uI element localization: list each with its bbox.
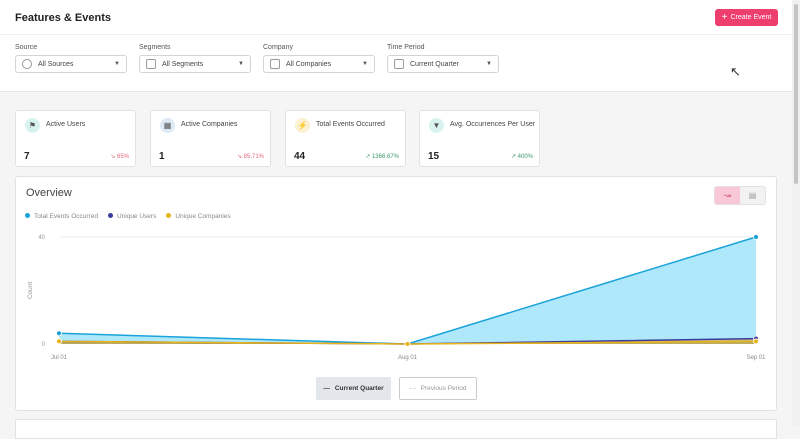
- legend-dot-icon: [166, 213, 172, 218]
- filter-icon: ▼: [429, 118, 444, 133]
- mouse-cursor-icon: ↖: [730, 64, 741, 79]
- y-axis-label: Count: [27, 282, 34, 300]
- filter-value: All Segments: [162, 60, 204, 68]
- legend-item[interactable]: Unique Users: [107, 213, 156, 220]
- filter-source: Source All Sources ▼: [15, 44, 127, 73]
- overview-title: Overview: [26, 187, 72, 199]
- filter-select[interactable]: All Companies ▼: [263, 55, 375, 73]
- series-area: [59, 237, 756, 344]
- filter-company: Company All Companies ▼: [263, 44, 375, 73]
- data-point: [56, 338, 62, 345]
- stat-trend: ↗ 400%: [510, 154, 533, 160]
- stat-value: 1: [159, 151, 165, 162]
- chart-legend: Total Events Occurred Unique Users Unique …: [25, 213, 231, 220]
- chevron-down-icon: ▼: [114, 61, 120, 67]
- overview-chart: 0 40 Count Jul 01 Aug 01 Sep 01: [27, 234, 766, 361]
- stat-card: ⚡ Total Events Occurred 44 ↗ 1366.67%: [285, 110, 406, 167]
- current-quarter-button[interactable]: — Current Quarter: [316, 377, 391, 400]
- calendar-icon: [394, 59, 404, 69]
- legend-item[interactable]: Total Events Occurred: [25, 213, 98, 220]
- filter-label: Time Period: [387, 44, 425, 51]
- page-title: Features & Events: [15, 12, 111, 24]
- data-point: [404, 341, 411, 347]
- x-tick-label: Aug 01: [398, 355, 418, 361]
- filter-select[interactable]: Current Quarter ▼: [387, 55, 499, 73]
- stat-trend: ↗ 1366.67%: [365, 154, 399, 160]
- solid-line-icon: —: [323, 385, 330, 392]
- filter-value: All Sources: [38, 60, 74, 68]
- stat-card: ▼ Avg. Occurrences Per User 15 ↗ 400%: [419, 110, 540, 167]
- data-point: [753, 234, 759, 240]
- data-point: [56, 330, 62, 337]
- bolt-icon: ⚡: [295, 118, 310, 133]
- page-header: Features & Events + Create Event Source A…: [0, 0, 792, 92]
- filter-value: All Companies: [286, 60, 332, 68]
- data-point: [753, 338, 759, 345]
- filter-label: Company: [263, 44, 293, 51]
- users-icon: ⚑: [25, 118, 40, 133]
- trend-up-icon: ↗: [510, 154, 516, 160]
- chevron-down-icon: ▼: [238, 61, 244, 67]
- filter-label: Segments: [139, 44, 171, 51]
- dashed-line-icon: - -: [409, 385, 416, 392]
- building-icon: ▦: [160, 118, 175, 133]
- filter-segments: Segments All Segments ▼: [139, 44, 251, 73]
- y-tick-label: 40: [38, 235, 45, 241]
- users-icon: [146, 59, 156, 69]
- building-icon: [270, 59, 280, 69]
- next-panel: [15, 419, 777, 439]
- x-tick-label: Sep 01: [746, 355, 766, 361]
- legend-dot-icon: [25, 213, 30, 218]
- overview-panel: Overview ↝ ▤ Total Events Occurred Unique…: [15, 176, 777, 411]
- stat-label: Active Users: [46, 121, 86, 128]
- bar-chart-icon[interactable]: ▤: [740, 187, 765, 204]
- legend-dot-icon: [107, 213, 113, 218]
- stat-value: 44: [294, 151, 306, 162]
- create-event-button[interactable]: + Create Event: [715, 9, 778, 26]
- stat-trend: ↘ 65%: [110, 154, 129, 160]
- stat-value: 7: [24, 151, 30, 162]
- stat-label: Total Events Occurred: [316, 121, 385, 128]
- filter-select[interactable]: All Sources ▼: [15, 55, 127, 73]
- stat-card: ⚑ Active Users 7 ↘ 65%: [15, 110, 136, 167]
- filter-time-period: Time Period Current Quarter ▼: [387, 44, 499, 73]
- chevron-down-icon: ▼: [486, 61, 492, 67]
- plus-icon: +: [721, 11, 728, 23]
- legend-item[interactable]: Unique Companies: [166, 213, 231, 220]
- filter-select[interactable]: All Segments ▼: [139, 55, 251, 73]
- chart-type-toggle: ↝ ▤: [714, 186, 766, 205]
- source-icon: [22, 59, 32, 69]
- stat-value: 15: [428, 151, 440, 162]
- line-chart-icon[interactable]: ↝: [715, 187, 740, 204]
- trend-up-icon: ↗: [365, 154, 371, 160]
- chevron-down-icon: ▼: [362, 61, 368, 67]
- y-tick-label: 0: [42, 342, 46, 348]
- trend-down-icon: ↘: [236, 154, 242, 160]
- scrollbar[interactable]: [792, 0, 800, 426]
- filter-label: Source: [15, 44, 38, 51]
- trend-down-icon: ↘: [110, 154, 116, 160]
- stat-label: Active Companies: [181, 121, 238, 128]
- stat-card: ▦ Active Companies 1 ↘ 85.71%: [150, 110, 271, 167]
- stat-trend: ↘ 85.71%: [236, 154, 264, 160]
- filter-value: Current Quarter: [410, 60, 460, 68]
- scrollbar-thumb[interactable]: [794, 4, 798, 184]
- stat-label: Avg. Occurrences Per User: [450, 121, 536, 128]
- previous-period-button[interactable]: - - Previous Period: [399, 377, 477, 400]
- x-tick-label: Jul 01: [51, 355, 68, 361]
- divider: [0, 34, 792, 35]
